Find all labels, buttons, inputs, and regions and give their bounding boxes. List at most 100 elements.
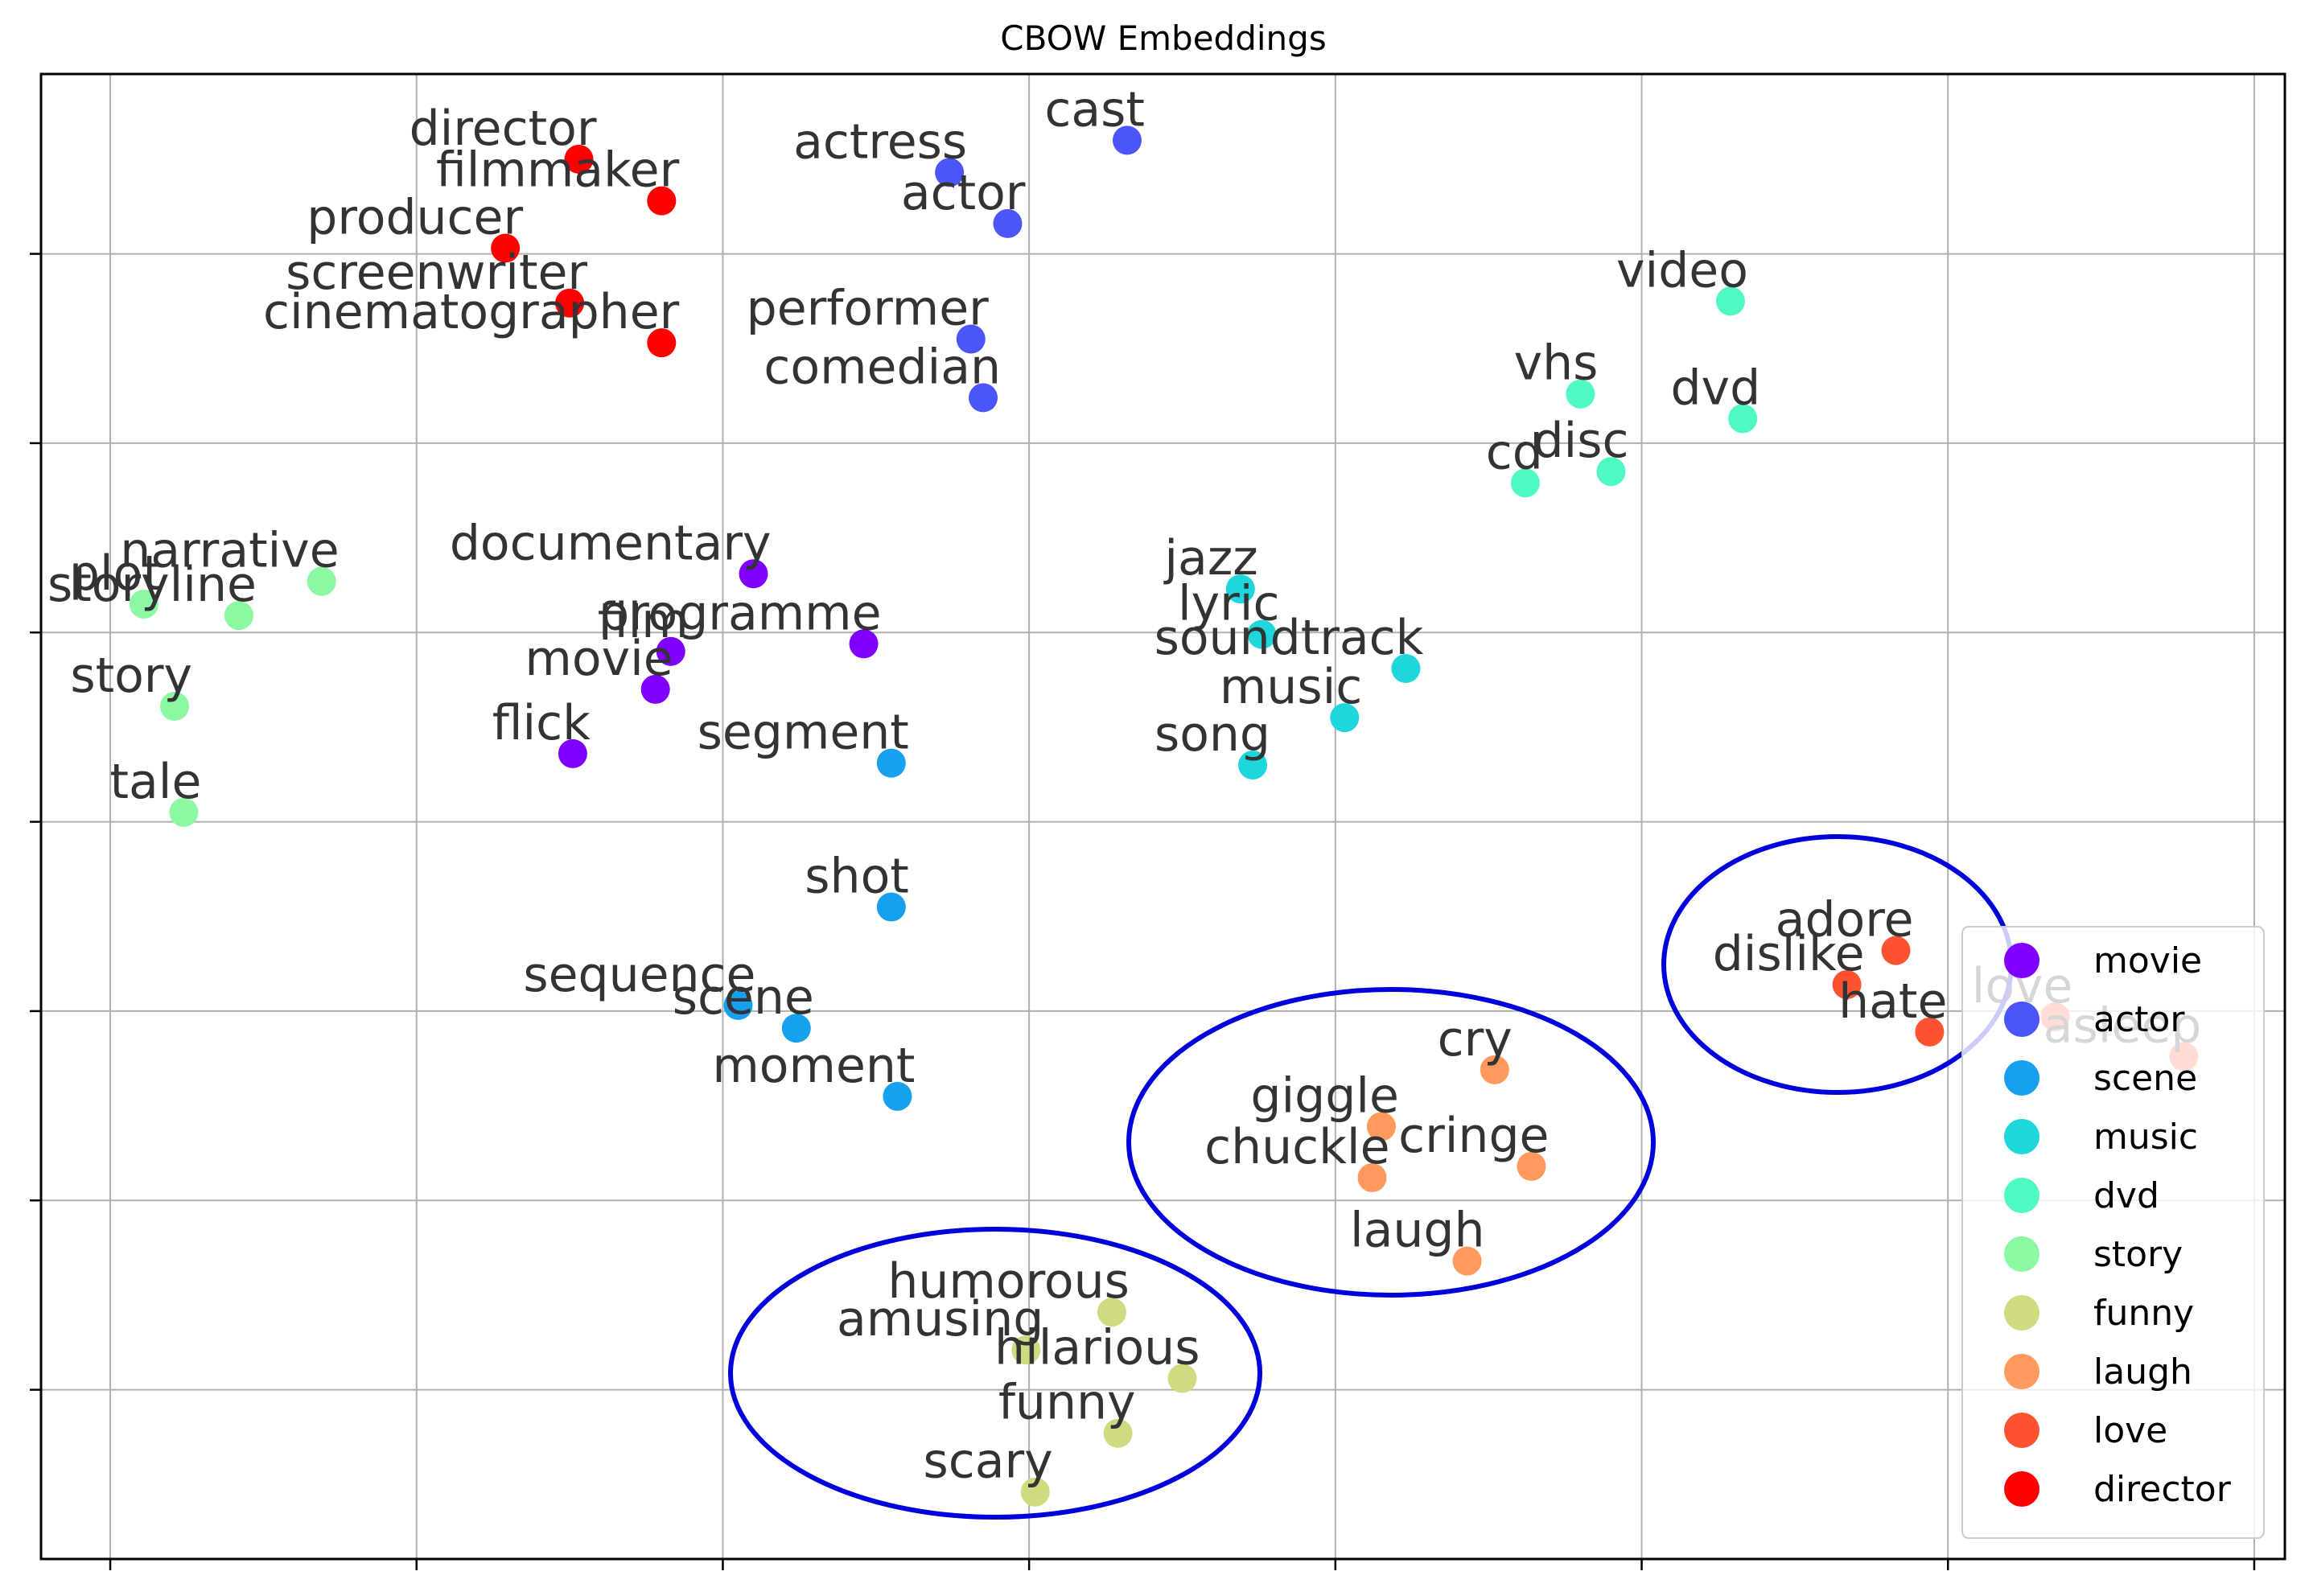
point bbox=[1103, 1418, 1133, 1448]
point bbox=[1011, 1335, 1041, 1365]
legend-label: love bbox=[2093, 1410, 2167, 1451]
point-label: movie bbox=[525, 631, 673, 687]
point-label: cinematographer bbox=[263, 284, 680, 340]
point bbox=[876, 748, 906, 778]
point-label: scary bbox=[924, 1434, 1053, 1490]
legend-label: funny bbox=[2093, 1293, 2194, 1334]
point-label: dislike bbox=[1713, 926, 1865, 982]
point bbox=[1915, 1017, 1945, 1047]
cluster-ellipse bbox=[728, 1227, 1262, 1520]
point-label: humorous bbox=[887, 1253, 1130, 1310]
legend-marker bbox=[2004, 1295, 2039, 1331]
point bbox=[1715, 286, 1745, 316]
point-label: vhs bbox=[1514, 335, 1599, 392]
legend-label: movie bbox=[2093, 940, 2202, 981]
point-label: dvd bbox=[1670, 360, 1760, 416]
point bbox=[656, 636, 685, 666]
point bbox=[1225, 574, 1255, 604]
legend-marker bbox=[2004, 1060, 2039, 1096]
point-label: cast bbox=[1044, 81, 1145, 138]
point bbox=[1357, 1163, 1387, 1193]
point-label: jazz bbox=[1163, 530, 1257, 586]
point-label: disc bbox=[1533, 413, 1628, 469]
point bbox=[307, 566, 336, 596]
point-labels: documentaryprogrammefilmmovieflickactres… bbox=[47, 81, 2201, 1489]
legend-label: scene bbox=[2093, 1058, 2197, 1099]
point-label: cd bbox=[1486, 424, 1543, 480]
point-label: filmmaker bbox=[436, 142, 680, 199]
point-label: cry bbox=[1438, 1011, 1513, 1067]
point bbox=[876, 892, 906, 922]
point bbox=[1517, 1151, 1546, 1181]
point-label: shot bbox=[805, 848, 909, 904]
legend-label: laugh bbox=[2093, 1351, 2192, 1392]
point bbox=[1112, 125, 1142, 155]
point bbox=[558, 738, 587, 768]
legend-label: dvd bbox=[2093, 1175, 2159, 1216]
point bbox=[169, 797, 199, 827]
point bbox=[224, 601, 253, 631]
legend-marker bbox=[2004, 1354, 2039, 1389]
point-label: hate bbox=[1838, 973, 1947, 1030]
point-label: adore bbox=[1776, 892, 1914, 948]
point-label: producer bbox=[307, 190, 523, 246]
legend-label: actor bbox=[2093, 999, 2185, 1040]
point-label: giggle bbox=[1250, 1067, 1399, 1124]
point bbox=[1097, 1298, 1126, 1327]
legend-marker bbox=[2004, 1471, 2039, 1507]
point-label: director bbox=[410, 101, 597, 157]
legend-label: director bbox=[2093, 1469, 2232, 1510]
point bbox=[1330, 703, 1360, 733]
point-label: moment bbox=[712, 1038, 915, 1094]
point bbox=[935, 158, 965, 187]
point-label: hilarious bbox=[994, 1319, 1200, 1376]
legend-marker bbox=[2004, 1002, 2039, 1037]
point-label: comedian bbox=[763, 339, 1001, 395]
point-label: actress bbox=[793, 113, 967, 170]
legend-label: music bbox=[2093, 1117, 2198, 1158]
point-label: documentary bbox=[450, 515, 772, 571]
point-label: video bbox=[1616, 242, 1748, 298]
plot-frame bbox=[39, 72, 2286, 1561]
point-label: song bbox=[1154, 706, 1270, 763]
point-label: lyric bbox=[1178, 576, 1280, 632]
point bbox=[1452, 1246, 1482, 1276]
legend-marker bbox=[2004, 943, 2039, 978]
point-label: actor bbox=[901, 165, 1026, 221]
point-label: cringe bbox=[1398, 1108, 1549, 1164]
point-label: segment bbox=[698, 705, 909, 761]
point bbox=[647, 328, 677, 358]
point bbox=[491, 233, 521, 263]
point bbox=[1480, 1055, 1509, 1084]
point bbox=[723, 990, 753, 1020]
point bbox=[1391, 653, 1421, 683]
point-label: tale bbox=[110, 754, 202, 810]
point bbox=[129, 589, 158, 619]
point-label: narrative bbox=[120, 523, 339, 579]
grid bbox=[30, 74, 2285, 1570]
point bbox=[1728, 404, 1758, 434]
point bbox=[849, 629, 879, 659]
point bbox=[564, 144, 594, 174]
chart-title: CBOW Embeddings bbox=[1000, 19, 1326, 58]
point-label: soundtrack bbox=[1154, 610, 1424, 666]
point-label: scene bbox=[673, 969, 814, 1026]
point-label: programme bbox=[599, 585, 881, 641]
point-label: music bbox=[1220, 659, 1362, 715]
point-label: story bbox=[70, 648, 192, 704]
legend-marker bbox=[2004, 1119, 2039, 1154]
point bbox=[1566, 379, 1595, 409]
point-label: film bbox=[598, 593, 689, 649]
point bbox=[739, 559, 768, 589]
point bbox=[956, 324, 986, 354]
point-label: storyline bbox=[47, 557, 257, 613]
point bbox=[781, 1014, 811, 1043]
point-label: laugh bbox=[1350, 1203, 1485, 1259]
point-label: performer bbox=[747, 280, 989, 336]
point bbox=[1881, 936, 1911, 965]
point-label: flick bbox=[492, 695, 591, 751]
point bbox=[1020, 1477, 1050, 1507]
point bbox=[1366, 1112, 1396, 1141]
point bbox=[555, 288, 585, 318]
